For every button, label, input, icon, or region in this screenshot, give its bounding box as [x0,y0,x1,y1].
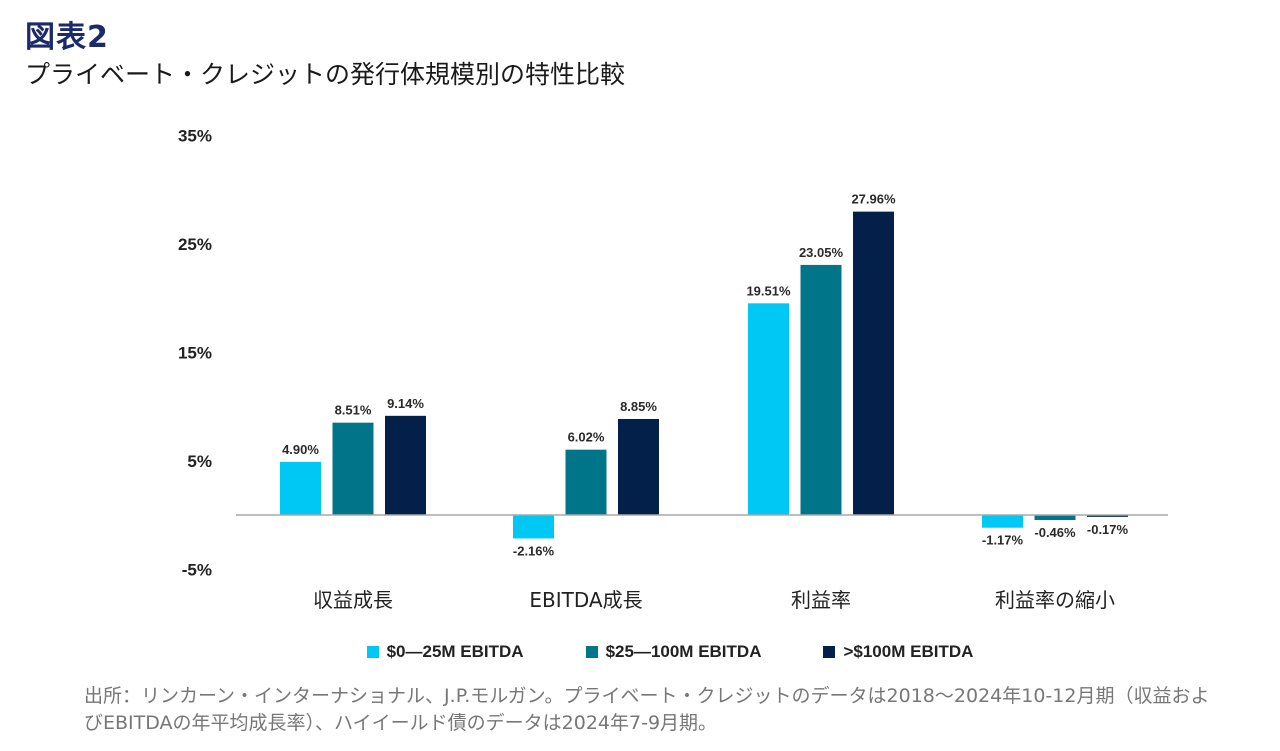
data-label: 9.14% [387,396,424,411]
chart-title: プライベート・クレジットの発行体規模別の特性比較 [25,60,626,89]
source-line-2: びEBITDAの年平均成長率）、ハイイールド債のデータは2024年7-9月期。 [84,712,718,734]
bar [618,418,659,515]
data-label: 6.02% [568,430,605,445]
data-label: -0.17% [1087,522,1129,537]
bar [1087,515,1128,517]
legend-label-large: >$100M EBITDA [843,642,974,661]
x-category-label: 利益率の縮小 [995,588,1115,612]
y-tick-label: 15% [178,343,212,362]
legend-swatch-mid [585,646,598,658]
data-label: 8.85% [620,399,657,414]
y-tick-label: 35% [178,126,212,145]
x-category-label: 収益成長 [313,588,393,612]
x-category-label: EBITDA成長 [529,588,642,612]
y-tick-label: -5% [182,560,212,579]
bar [1034,515,1076,520]
legend-swatch-small [366,646,379,658]
bar [748,303,789,515]
legend-item-small: $0—25M EBITDA [366,642,524,662]
data-label: -1.17% [982,533,1024,548]
bar [982,515,1023,528]
bar [853,211,894,515]
bar [385,415,426,515]
bar [800,264,842,515]
legend-label-mid: $25—100M EBITDA [605,642,762,661]
data-label: 8.51% [335,403,372,418]
legend-label-small: $0—25M EBITDA [386,642,524,661]
bar [332,422,374,515]
bar [565,449,607,515]
source-note: 出所：リンカーン・インターナショナル、J.P.モルガン。プライベート・クレジット… [84,683,1264,737]
data-label: 4.90% [282,442,319,457]
legend: $0—25M EBITDA $25—100M EBITDA >$100M EBI… [0,642,1280,662]
source-line-1: 出所：リンカーン・インターナショナル、J.P.モルガン。プライベート・クレジット… [84,685,1210,707]
bar [280,461,321,515]
data-label: 27.96% [851,192,896,207]
data-label: 23.05% [799,245,844,260]
figure-label: 図表2 [25,20,109,55]
y-tick-label: 25% [178,235,212,254]
bar [513,515,554,539]
data-label: 19.51% [746,283,791,298]
legend-item-mid: $25—100M EBITDA [585,642,762,662]
data-label: -0.46% [1034,525,1076,540]
legend-swatch-large [823,646,836,658]
legend-item-large: >$100M EBITDA [823,642,973,662]
bar-chart: 35% 25% 15% 5% -5% 4.90% -2.16% 19.51% -1.17% 8.5… [178,126,1168,612]
data-label: -2.16% [513,543,555,558]
y-tick-label: 5% [187,452,212,471]
x-category-label: 利益率 [791,588,851,612]
